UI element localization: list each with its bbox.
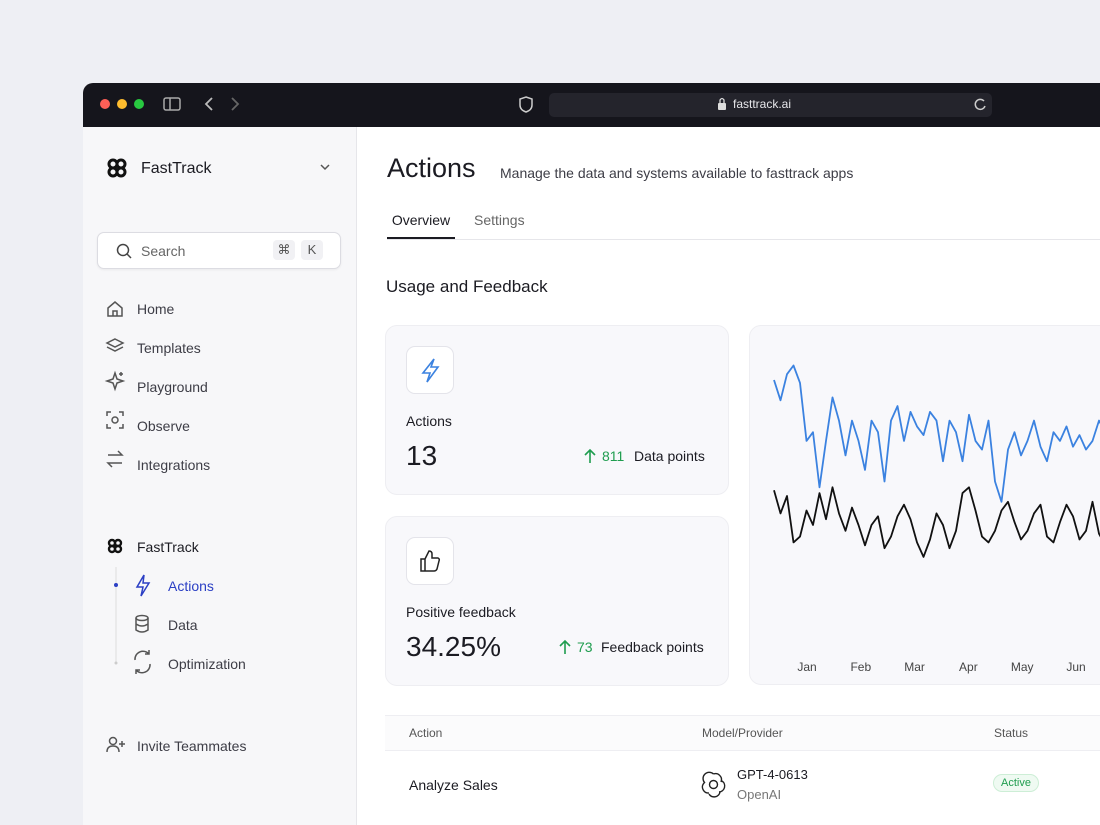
title-bar: fasttrack.ai bbox=[83, 83, 1100, 127]
window-controls bbox=[100, 93, 992, 117]
table-header bbox=[385, 715, 1100, 751]
column-header: Status bbox=[994, 726, 1029, 740]
column-header: Model/Provider bbox=[702, 726, 783, 740]
shortcut-key: ⌘ bbox=[273, 240, 295, 260]
stat-value: 34.25% bbox=[406, 631, 501, 662]
project-item[interactable]: Data bbox=[168, 617, 198, 633]
tab-active[interactable]: Overview bbox=[387, 212, 455, 239]
model-name: GPT-4-0613 bbox=[737, 767, 808, 782]
x-tick-label: Mar bbox=[904, 660, 925, 674]
invite-button[interactable]: Invite Teammates bbox=[137, 738, 247, 754]
nav-item[interactable]: Templates bbox=[137, 340, 201, 356]
stat-label: Positive feedback bbox=[406, 604, 516, 620]
search-icon bbox=[116, 243, 132, 259]
x-tick-label: Apr bbox=[959, 660, 978, 674]
tabs-divider bbox=[387, 239, 1100, 240]
stat-card: Actions 13 811 Data points bbox=[385, 325, 729, 495]
bolt-icon bbox=[421, 358, 440, 383]
icon-box bbox=[406, 346, 454, 394]
column-header: Action bbox=[409, 726, 443, 740]
project-tree bbox=[114, 567, 151, 674]
stat-delta-label: Data points bbox=[634, 448, 705, 464]
chevron[interactable] bbox=[319, 163, 331, 171]
nav-item[interactable]: Integrations bbox=[137, 457, 211, 473]
x-tick-label: Jan bbox=[797, 660, 816, 674]
icon-box bbox=[406, 537, 454, 585]
page-subtitle: Manage the data and systems available to… bbox=[500, 165, 854, 181]
section-title: Usage and Feedback bbox=[386, 277, 548, 296]
provider-name: OpenAI bbox=[737, 787, 782, 802]
stat-delta: 73 bbox=[577, 639, 593, 655]
invite-icon bbox=[106, 736, 125, 753]
project-item[interactable]: Actions bbox=[168, 578, 214, 594]
cell: Analyze Sales bbox=[409, 777, 498, 793]
url[interactable]: fasttrack.ai bbox=[733, 97, 792, 111]
shortcut-key: K bbox=[301, 240, 323, 260]
stat-value: 13 bbox=[406, 440, 438, 471]
workspace-name[interactable]: FastTrack bbox=[141, 160, 212, 177]
status-badge: Active bbox=[993, 774, 1039, 792]
line-series bbox=[773, 364, 1100, 503]
stat-card: Positive feedback 34.25% 73 Feedback poi… bbox=[385, 516, 729, 686]
stat-delta: 811 bbox=[602, 448, 625, 464]
project-item[interactable]: Optimization bbox=[168, 656, 246, 672]
project-logo bbox=[107, 538, 123, 554]
nav-icons bbox=[104, 301, 126, 468]
x-tick-label: Feb bbox=[850, 660, 871, 674]
browser-window: fasttrack.ai FastTrack Search ⌘ K Home T… bbox=[83, 83, 1100, 825]
thumb-icon bbox=[420, 550, 441, 572]
tab[interactable]: Settings bbox=[474, 212, 525, 228]
search-placeholder: Search bbox=[141, 243, 186, 259]
nav-item[interactable]: Home bbox=[137, 301, 175, 317]
page-title: Actions bbox=[387, 153, 476, 183]
x-tick-label: May bbox=[1011, 660, 1034, 674]
up-arrow bbox=[584, 448, 596, 463]
search-box[interactable]: Search ⌘ K bbox=[97, 232, 341, 269]
sidebar: FastTrack Search ⌘ K Home Templates Play… bbox=[83, 127, 357, 825]
openai-icon bbox=[701, 771, 726, 798]
chart-card: Jan Feb Mar Apr May Jun bbox=[749, 325, 1100, 685]
logo bbox=[107, 158, 127, 178]
stat-delta-label: Feedback points bbox=[601, 639, 704, 655]
nav-item[interactable]: Observe bbox=[137, 418, 190, 434]
line-series bbox=[773, 486, 1100, 558]
x-tick-label: Jun bbox=[1066, 660, 1085, 674]
line-chart: Jan Feb Mar Apr May Jun bbox=[773, 364, 1100, 674]
up-arrow bbox=[559, 639, 571, 654]
stat-label: Actions bbox=[406, 413, 452, 429]
project-name[interactable]: FastTrack bbox=[137, 539, 199, 555]
nav-item[interactable]: Playground bbox=[137, 379, 208, 395]
